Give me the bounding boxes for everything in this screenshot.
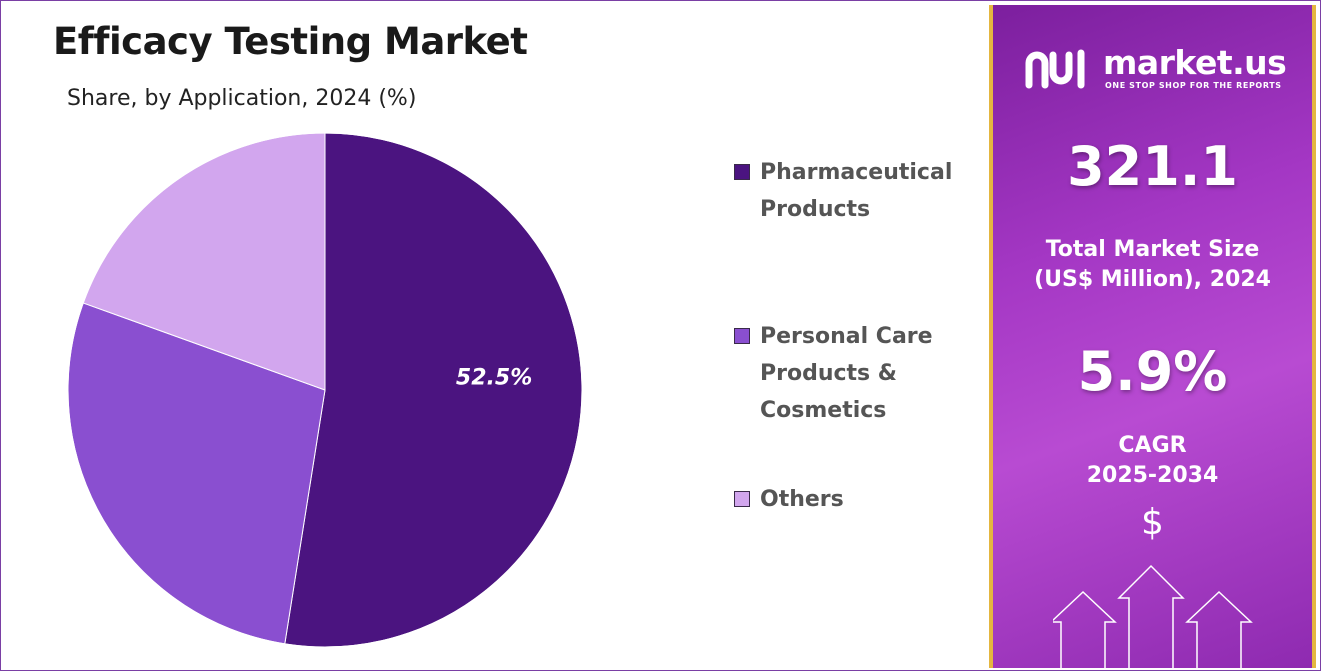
market-us-logo-icon [1025, 49, 1085, 89]
market-size-label: Total Market Size (US$ Million), 2024 [1034, 237, 1271, 292]
pie-outline [67, 132, 583, 648]
chart-subtitle: Share, by Application, 2024 (%) [67, 86, 417, 111]
chart-title: Efficacy Testing Market [53, 20, 528, 63]
legend-swatch-pharmaceutical [734, 164, 750, 180]
brand-tagline: ONE STOP SHOP FOR THE REPORTS [1105, 81, 1282, 90]
legend-label-others: Others [760, 487, 844, 512]
market-size-value: 321.1 [1067, 135, 1238, 198]
cagr-value: 5.9% [1077, 340, 1228, 403]
legend-label-pharmaceutical: Pharmaceutical Products [760, 160, 953, 222]
legend-label-personal-care: Personal Care Products & Cosmetics [760, 324, 933, 423]
growth-arrows-icon [1053, 564, 1253, 668]
legend-swatch-personal-care [734, 328, 750, 344]
pie-slice-pharmaceutical-products [284, 132, 583, 648]
summary-panel: market.us ONE STOP SHOP FOR THE REPORTS … [989, 5, 1316, 668]
pie-chart: 52.5% [67, 132, 583, 648]
legend-swatch-others [734, 491, 750, 507]
brand-name: market.us [1103, 43, 1287, 82]
data-label-pharmaceutical-products: 52.5% [456, 366, 532, 391]
chart-panel: Efficacy Testing Market Share, by Applic… [53, 20, 953, 648]
cagr-label: CAGR 2025-2034 [1086, 433, 1219, 488]
dollar-icon: $ [1141, 502, 1164, 543]
brand: market.us ONE STOP SHOP FOR THE REPORTS [1025, 43, 1305, 93]
